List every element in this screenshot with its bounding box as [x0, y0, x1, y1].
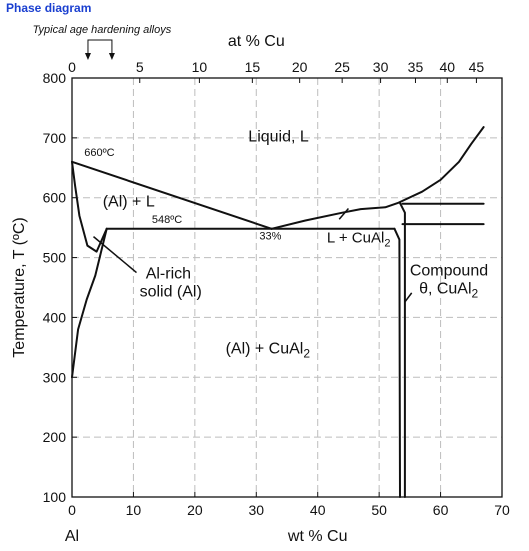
x-tick-label: 60 [433, 502, 449, 518]
x2-axis-title: at % Cu [228, 33, 285, 50]
x2-tick-label: 0 [68, 59, 76, 75]
annotation-10: Compound [410, 263, 488, 280]
y-tick-label: 300 [43, 369, 67, 385]
y-tick-label: 200 [43, 429, 67, 445]
x-tick-label: 70 [494, 502, 510, 518]
phase-boundary-3 [71, 160, 108, 253]
x2-tick-label: 40 [439, 59, 455, 75]
page-title: Phase diagram [6, 1, 92, 15]
annotation-9: L + CuAl2 [327, 230, 391, 250]
x-tick-label: 0 [68, 502, 76, 518]
x2-tick-label: 10 [192, 59, 208, 75]
pointer-line-3 [404, 292, 413, 303]
annotation-11: θ, CuAl2 [419, 280, 478, 300]
annotation-6: Al-rich [146, 266, 191, 283]
bracket-arrow-right [108, 53, 115, 60]
annotation-4: Liquid, L [248, 128, 309, 145]
phase-boundary-4 [71, 227, 108, 379]
x-axis-title: wt % Cu [287, 528, 348, 545]
x-tick-label: 40 [310, 502, 326, 518]
bracket-label: Typical age hardening alloys [33, 24, 172, 36]
annotation-5: (Al) + L [103, 194, 155, 211]
x2-tick-label: 35 [408, 59, 424, 75]
phase-boundary-7 [399, 202, 406, 498]
y-tick-label: 400 [43, 309, 67, 325]
x2-tick-label: 5 [136, 59, 144, 75]
x2-tick-label: 15 [245, 59, 261, 75]
x2-tick-label: 20 [292, 59, 308, 75]
pointer-line-1 [93, 236, 137, 274]
plot-frame [71, 77, 503, 498]
annotation-2: 548ºC [152, 214, 182, 226]
x-tick-label: 30 [248, 502, 264, 518]
y-tick-label: 800 [43, 70, 67, 86]
phase-boundary-1 [71, 160, 273, 230]
x2-tick-label: 25 [334, 59, 350, 75]
phase-boundary-6 [393, 227, 401, 498]
x2-tick-label: 45 [469, 59, 485, 75]
x-origin-label: Al [65, 528, 79, 545]
y-tick-label: 600 [43, 190, 67, 206]
pointer-line-2 [338, 208, 349, 220]
y-axis-title: Temperature, T (ºC) [11, 217, 28, 357]
x-tick-label: 10 [126, 502, 142, 518]
phase-boundary-2 [270, 126, 485, 230]
annotation-3: 33% [259, 231, 281, 243]
annotation-1: 660ºC [84, 147, 114, 159]
y-tick-label: 700 [43, 130, 67, 146]
x-tick-label: 50 [371, 502, 387, 518]
bracket-arrow-left [84, 53, 91, 60]
y-tick-label: 100 [43, 489, 67, 505]
x2-tick-label: 30 [373, 59, 389, 75]
annotation-8: (Al) + CuAl2 [226, 340, 311, 360]
annotation-7: solid (Al) [140, 283, 202, 300]
y-tick-label: 500 [43, 250, 67, 266]
x-tick-label: 20 [187, 502, 203, 518]
bracket-line [87, 39, 113, 58]
